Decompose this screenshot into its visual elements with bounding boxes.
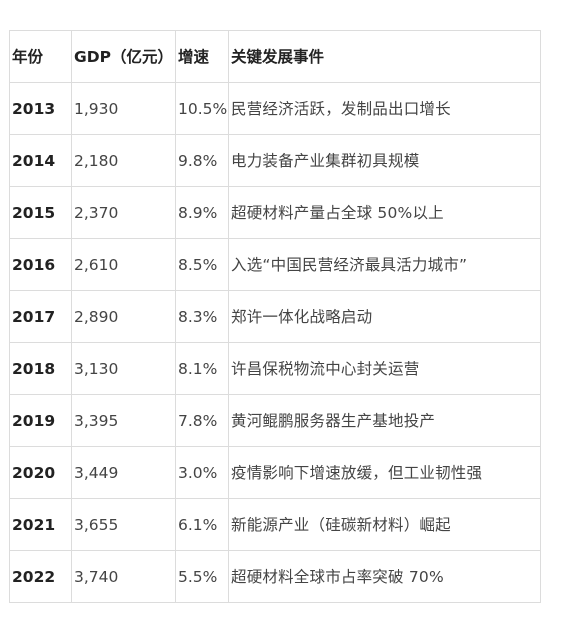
table-row: 2017 2,890 8.3% 郑许一体化战略启动 xyxy=(9,290,541,343)
year-cell: 2014 xyxy=(9,134,72,187)
gdp-cell: 1,930 xyxy=(71,82,176,135)
year-cell: 2020 xyxy=(9,446,72,499)
event-cell: 超硬材料产量占全球 50%以上 xyxy=(228,186,541,239)
gdp-cell: 2,890 xyxy=(71,290,176,343)
gdp-table-container: 年份 GDP（亿元） 增速 关键发展事件 2013 1,930 10.5% 民营… xyxy=(9,30,541,603)
gdp-cell: 2,370 xyxy=(71,186,176,239)
growth-rate-cell: 8.3% xyxy=(175,290,229,343)
event-cell: 超硬材料全球市占率突破 70% xyxy=(228,550,541,603)
year-cell: 2021 xyxy=(9,498,72,551)
gdp-cell: 3,655 xyxy=(71,498,176,551)
table-row: 2015 2,370 8.9% 超硬材料产量占全球 50%以上 xyxy=(9,186,541,239)
year-cell: 2018 xyxy=(9,342,72,395)
event-cell: 郑许一体化战略启动 xyxy=(228,290,541,343)
gdp-cell: 2,180 xyxy=(71,134,176,187)
event-cell: 新能源产业（硅碳新材料）崛起 xyxy=(228,498,541,551)
header-row: 年份 GDP（亿元） 增速 关键发展事件 xyxy=(9,30,541,83)
event-cell: 入选“中国民营经济最具活力城市” xyxy=(228,238,541,291)
growth-rate-cell: 8.1% xyxy=(175,342,229,395)
growth-rate-cell: 5.5% xyxy=(175,550,229,603)
table-header: 年份 GDP（亿元） 增速 关键发展事件 xyxy=(9,30,541,83)
table-row: 2013 1,930 10.5% 民营经济活跃，发制品出口增长 xyxy=(9,82,541,135)
year-cell: 2016 xyxy=(9,238,72,291)
header-key-events: 关键发展事件 xyxy=(228,30,541,83)
event-cell: 民营经济活跃，发制品出口增长 xyxy=(228,82,541,135)
gdp-cell: 3,395 xyxy=(71,394,176,447)
table-body: 2013 1,930 10.5% 民营经济活跃，发制品出口增长 2014 2,1… xyxy=(9,82,541,603)
gdp-cell: 3,449 xyxy=(71,446,176,499)
growth-rate-cell: 8.5% xyxy=(175,238,229,291)
growth-rate-cell: 6.1% xyxy=(175,498,229,551)
growth-rate-cell: 3.0% xyxy=(175,446,229,499)
table-row: 2022 3,740 5.5% 超硬材料全球市占率突破 70% xyxy=(9,550,541,603)
header-gdp: GDP（亿元） xyxy=(71,30,176,83)
table-row: 2019 3,395 7.8% 黄河鲲鹏服务器生产基地投产 xyxy=(9,394,541,447)
gdp-cell: 3,130 xyxy=(71,342,176,395)
header-growth-rate: 增速 xyxy=(175,30,229,83)
event-cell: 疫情影响下增速放缓，但工业韧性强 xyxy=(228,446,541,499)
table-row: 2016 2,610 8.5% 入选“中国民营经济最具活力城市” xyxy=(9,238,541,291)
gdp-cell: 2,610 xyxy=(71,238,176,291)
year-cell: 2019 xyxy=(9,394,72,447)
table-row: 2014 2,180 9.8% 电力装备产业集群初具规模 xyxy=(9,134,541,187)
gdp-cell: 3,740 xyxy=(71,550,176,603)
year-cell: 2022 xyxy=(9,550,72,603)
growth-rate-cell: 8.9% xyxy=(175,186,229,239)
table-row: 2020 3,449 3.0% 疫情影响下增速放缓，但工业韧性强 xyxy=(9,446,541,499)
year-cell: 2015 xyxy=(9,186,72,239)
event-cell: 黄河鲲鹏服务器生产基地投产 xyxy=(228,394,541,447)
event-cell: 许昌保税物流中心封关运营 xyxy=(228,342,541,395)
table-row: 2021 3,655 6.1% 新能源产业（硅碳新材料）崛起 xyxy=(9,498,541,551)
growth-rate-cell: 9.8% xyxy=(175,134,229,187)
year-cell: 2013 xyxy=(9,82,72,135)
event-cell: 电力装备产业集群初具规模 xyxy=(228,134,541,187)
growth-rate-cell: 7.8% xyxy=(175,394,229,447)
year-cell: 2017 xyxy=(9,290,72,343)
header-year: 年份 xyxy=(9,30,72,83)
table-row: 2018 3,130 8.1% 许昌保税物流中心封关运营 xyxy=(9,342,541,395)
growth-rate-cell: 10.5% xyxy=(175,82,229,135)
gdp-table: 年份 GDP（亿元） 增速 关键发展事件 2013 1,930 10.5% 民营… xyxy=(9,30,541,603)
